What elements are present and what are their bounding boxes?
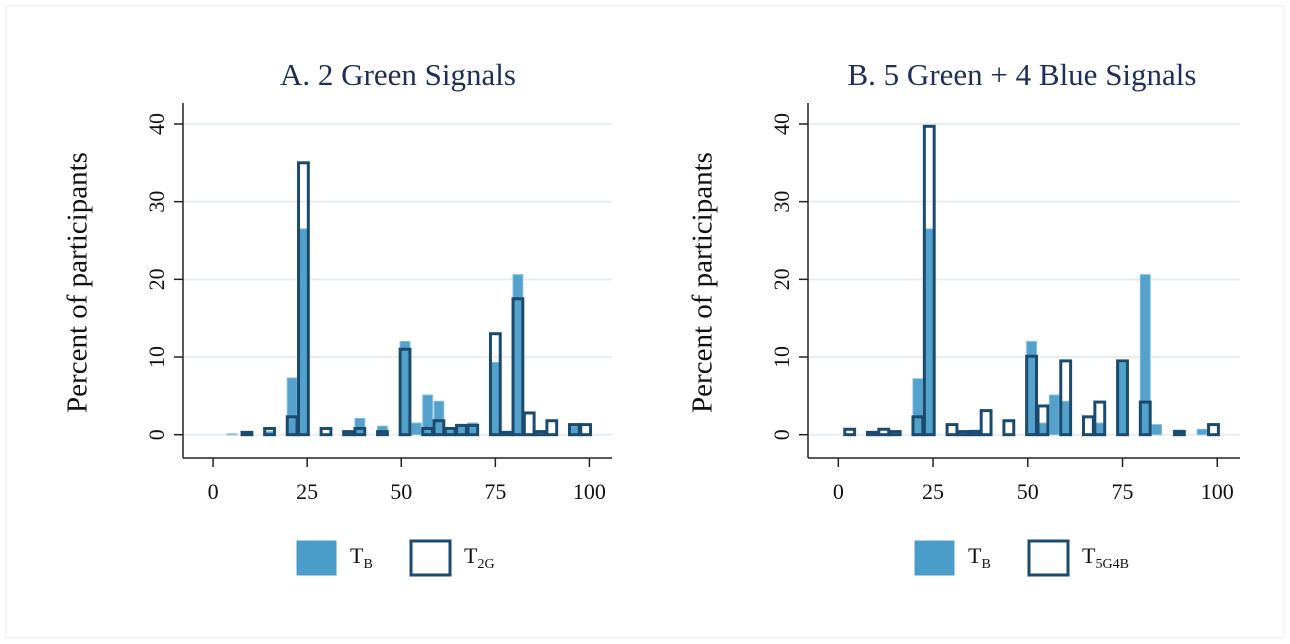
- y-tick-label: 40: [769, 113, 794, 135]
- y-tick-label: 40: [144, 113, 169, 135]
- bar: [500, 430, 514, 437]
- y-tick-label: 30: [769, 191, 794, 213]
- x-tick-label: 75: [1112, 479, 1134, 504]
- bar: [1002, 419, 1016, 437]
- bar: [285, 415, 299, 437]
- legend-swatch: [1027, 539, 1070, 577]
- y-tick-label: 20: [144, 268, 169, 290]
- y-tick-label: 30: [144, 191, 169, 213]
- bar: [1207, 423, 1220, 437]
- bar: [398, 347, 412, 437]
- bar: [534, 430, 547, 437]
- x-tick-label: 75: [484, 479, 506, 504]
- legend-subscript: B: [981, 557, 990, 572]
- legend-label: T5G4B: [1082, 543, 1129, 572]
- bar: [877, 427, 891, 437]
- frame: [5, 5, 1285, 639]
- legend-label: TB: [350, 543, 373, 572]
- bar: [1059, 359, 1073, 437]
- y-tick-label: 0: [144, 429, 169, 440]
- bar: [1093, 400, 1107, 437]
- bar: [342, 430, 355, 437]
- x-tick-label: 25: [922, 479, 944, 504]
- chart-title: A. 2 Green Signals: [280, 57, 516, 92]
- x-tick-label: 25: [296, 479, 318, 504]
- bar: [432, 419, 446, 437]
- bar: [1081, 415, 1095, 437]
- legend-name: T: [464, 543, 478, 568]
- bar: [466, 423, 480, 437]
- bar: [911, 415, 925, 437]
- bar: [522, 411, 536, 437]
- bar: [968, 430, 982, 437]
- chart-title: B. 5 Green + 4 Blue Signals: [848, 57, 1197, 92]
- legend-name: T: [350, 543, 364, 568]
- bar: [888, 430, 902, 437]
- legend-swatch: [914, 540, 955, 576]
- bar: [410, 422, 422, 436]
- x-tick-label: 0: [833, 479, 844, 504]
- bar: [1151, 424, 1163, 436]
- bar: [488, 332, 502, 437]
- y-tick-label: 10: [769, 346, 794, 368]
- legend-subscript: 2G: [477, 557, 494, 572]
- bar: [1025, 354, 1039, 437]
- bar: [226, 433, 238, 436]
- bar: [240, 430, 254, 437]
- bar: [945, 423, 959, 437]
- bar: [922, 124, 936, 437]
- bar: [865, 430, 879, 437]
- y-tick-label: 0: [769, 429, 794, 440]
- x-tick-label: 50: [390, 479, 412, 504]
- x-tick-label: 0: [208, 479, 219, 504]
- x-tick-label: 100: [573, 479, 606, 504]
- y-axis-label: Percent of participants: [687, 152, 719, 413]
- legend-swatch: [296, 540, 337, 576]
- bar: [1116, 359, 1129, 437]
- bar: [956, 430, 970, 437]
- y-tick-label: 10: [144, 346, 169, 368]
- bar: [579, 423, 593, 437]
- bar: [319, 426, 333, 437]
- bar: [1196, 428, 1208, 436]
- y-tick-label: 20: [769, 268, 794, 290]
- bar: [1048, 394, 1060, 436]
- bar: [297, 161, 310, 437]
- bar: [1138, 400, 1152, 437]
- bar: [443, 426, 457, 437]
- bar: [567, 423, 581, 437]
- legend-name: T: [968, 543, 982, 568]
- bar: [843, 427, 857, 437]
- bar: [511, 297, 525, 437]
- x-tick-label: 50: [1017, 479, 1039, 504]
- legend-swatch: [409, 539, 452, 577]
- legend-subscript: B: [363, 557, 372, 572]
- bar: [421, 426, 434, 437]
- y-axis-label: Percent of participants: [62, 152, 94, 413]
- legend-label: TB: [968, 543, 991, 572]
- bar: [545, 419, 559, 437]
- bar: [263, 426, 276, 437]
- bar: [1172, 430, 1186, 437]
- legend-subscript: 5G4B: [1095, 557, 1128, 572]
- bar: [1036, 404, 1050, 437]
- bar: [979, 409, 993, 437]
- bar: [353, 426, 367, 437]
- bar: [376, 430, 389, 437]
- legend-name: T: [1082, 543, 1096, 568]
- x-tick-label: 100: [1201, 479, 1234, 504]
- legend-label: T2G: [464, 543, 495, 572]
- bar: [455, 423, 468, 437]
